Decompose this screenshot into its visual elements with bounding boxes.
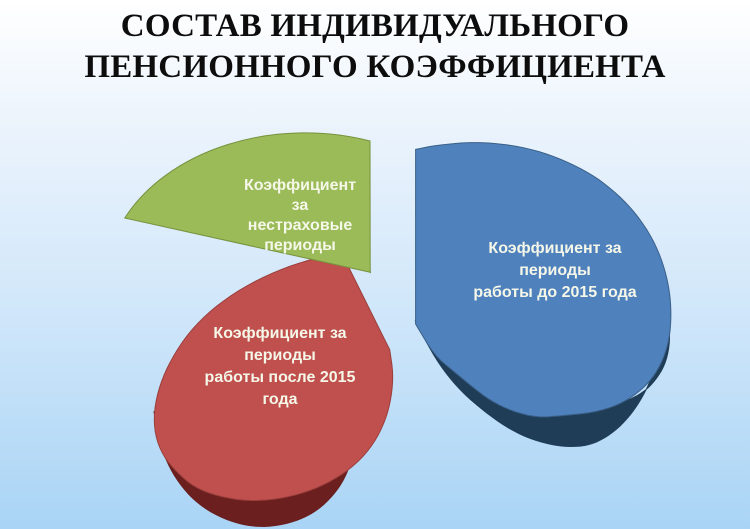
svg-text:Коэффициент: Коэффициент <box>244 177 356 194</box>
svg-text:Коэффициент за: Коэффициент за <box>213 325 346 342</box>
svg-text:за: за <box>292 197 309 214</box>
svg-text:года: года <box>262 391 297 408</box>
svg-text:Коэффициент за: Коэффициент за <box>488 240 621 257</box>
svg-text:нестраховые: нестраховые <box>248 217 353 234</box>
svg-text:периоды: периоды <box>244 347 316 364</box>
svg-text:периоды: периоды <box>519 262 591 279</box>
svg-text:периоды: периоды <box>264 237 336 254</box>
svg-text:работы после 2015: работы после 2015 <box>205 369 356 386</box>
svg-text:работы до 2015 года: работы до 2015 года <box>473 284 636 301</box>
